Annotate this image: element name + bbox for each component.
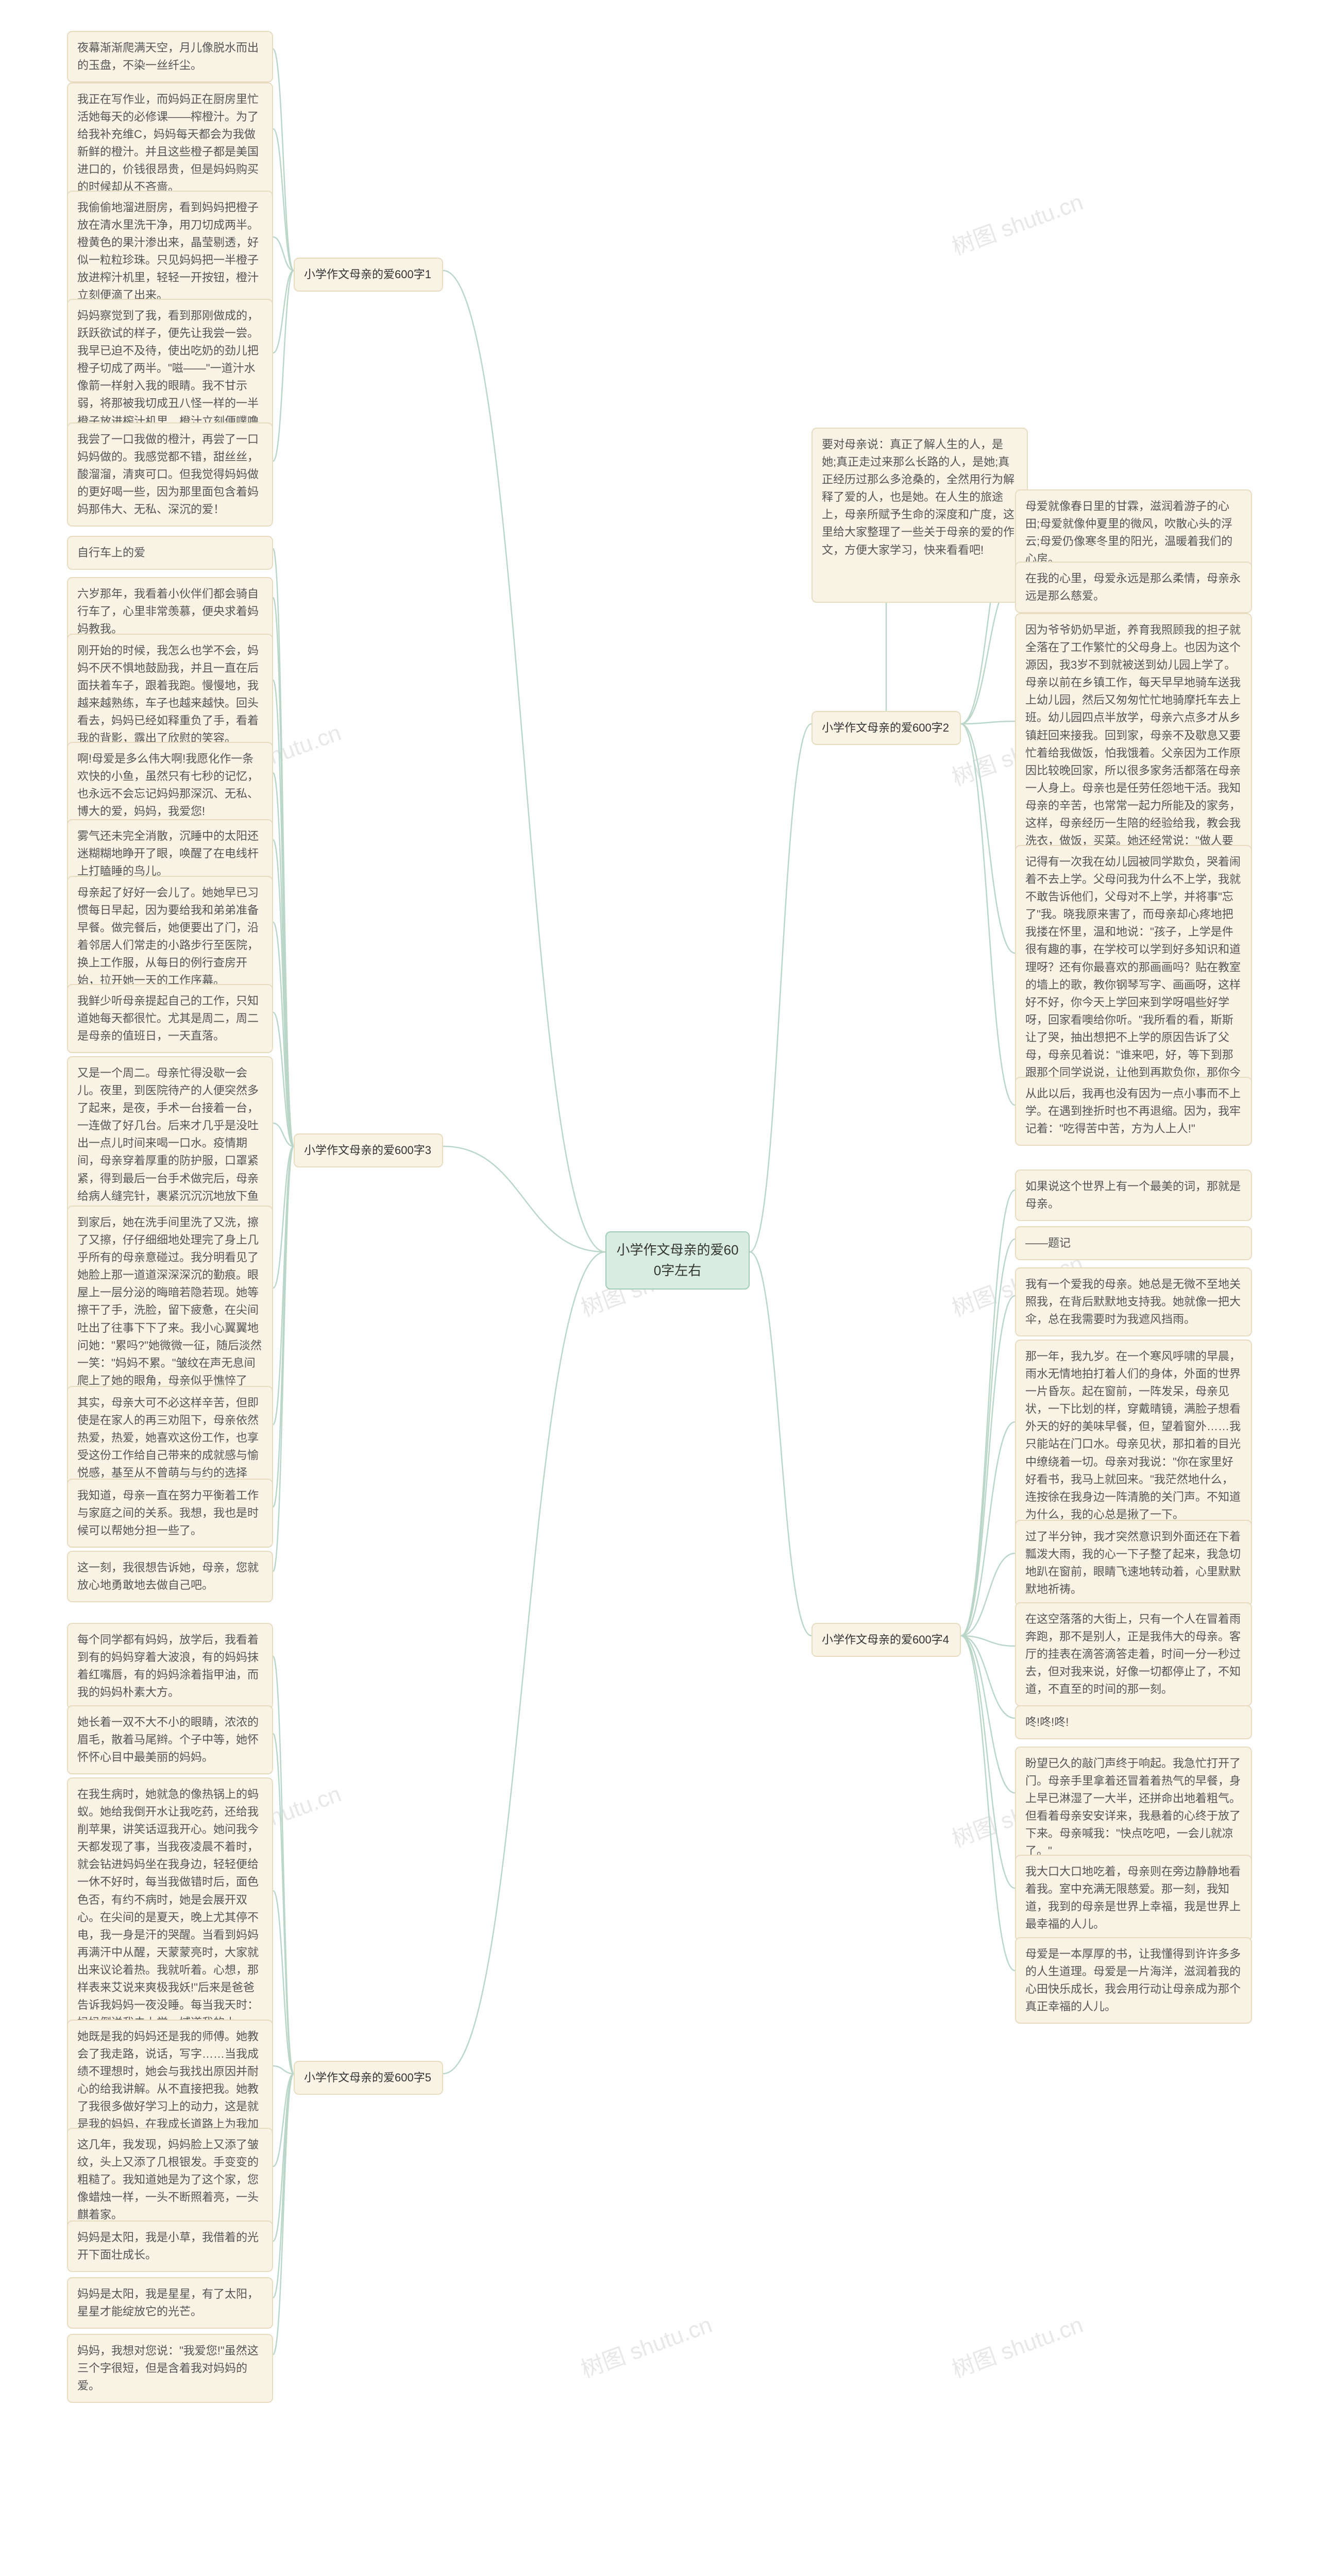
leaf-node: 因为爷爷奶奶早逝，养育我照顾我的担子就全落在了工作繁忙的父母身上。也因为这个源因… — [1015, 613, 1252, 875]
leaf-node: 这几年，我发现，妈妈脸上又添了皱纹，头上又添了几根银发。手变变的粗糙了。我知道她… — [67, 2128, 273, 2232]
root-node: 小学作文母亲的爱600字左右 — [605, 1231, 750, 1290]
leaf-node: 刚开始的时候，我怎么也学不会，妈妈不厌不惧地鼓励我，并且一直在后面扶着车子，跟着… — [67, 634, 273, 756]
branch-node: 小学作文母亲的爱600字4 — [811, 1623, 961, 1657]
intro-node: 要对母亲说：真正了解人生的人，是她;真正走过来那么长路的人，是她;真正经历过那么… — [811, 428, 1028, 603]
leaf-node: 这一刻，我很想告诉她，母亲，您就放心地勇敢地去做自己吧。 — [67, 1551, 273, 1602]
leaf-node: 从此以后，我再也没有因为一点小事而不上学。在遇到挫折时也不再退缩。因为，我牢记着… — [1015, 1077, 1252, 1146]
leaf-node: 她长着一双不大不小的眼睛，浓浓的眉毛，散着马尾辫。个子中等，她怀怀怀心目中最美丽… — [67, 1705, 273, 1774]
leaf-node: 我尝了一口我做的橙汁，再尝了一口妈妈做的。我感觉都不错，甜丝丝，酸溜溜，清爽可口… — [67, 422, 273, 527]
leaf-node: 咚!咚!咚! — [1015, 1705, 1252, 1739]
branch-node: 小学作文母亲的爱600字3 — [294, 1133, 443, 1167]
leaf-node: 妈妈是太阳，我是星星，有了太阳，星星才能绽放它的光芒。 — [67, 2277, 273, 2329]
leaf-node: 盼望已久的敲门声终于响起。我急忙打开了门。母亲手里拿着还冒着着热气的早餐，身上早… — [1015, 1747, 1252, 1869]
leaf-node: 在我的心里，母爱永远是那么柔情，母亲永远是那么慈爱。 — [1015, 562, 1252, 613]
leaf-node: 如果说这个世界上有一个最美的词，那就是母亲。 — [1015, 1170, 1252, 1221]
leaf-node: 自行车上的爱 — [67, 536, 273, 570]
watermark: 树图 shutu.cn — [946, 183, 1087, 261]
leaf-node: 每个同学都有妈妈，放学后，我看着到有的妈妈穿着大波浪，有的妈妈抹着红嘴唇，有的妈… — [67, 1623, 273, 1709]
leaf-node: 我偷偷地溜进厨房，看到妈妈把橙子放在清水里洗干净，用刀切成两半。橙黄色的果汁渗出… — [67, 191, 273, 313]
leaf-node: 在这空落落的大街上，只有一个人在冒着雨奔跑，那不是别人，正是我伟大的母亲。客厅的… — [1015, 1602, 1252, 1706]
leaf-node: 我大口大口地吃着，母亲则在旁边静静地看着我。室中充满无限慈爱。那一刻，我知道，我… — [1015, 1855, 1252, 1941]
leaf-node: 妈妈是太阳，我是小草，我借着的光开下面壮成长。 — [67, 2221, 273, 2272]
leaf-node: 我正在写作业，而妈妈正在厨房里忙活她每天的必修课——榨橙汁。为了给我补充维C，妈… — [67, 82, 273, 205]
watermark: 树图 shutu.cn — [576, 2306, 716, 2384]
leaf-node: 我有一个爱我的母亲。她总是无微不至地关照我，在背后默默地支持我。她就像一把大伞，… — [1015, 1267, 1252, 1336]
branch-node: 小学作文母亲的爱600字2 — [811, 711, 961, 745]
leaf-node: 母亲起了好好一会儿了。她她早已习惯每日早起，因为要给我和弟弟准备早餐。做完餐后，… — [67, 876, 273, 998]
watermark: 树图 shutu.cn — [946, 2306, 1087, 2384]
leaf-node: 过了半分钟，我才突然意识到外面还在下着瓢泼大雨，我的心一下子整了起来，我急切地趴… — [1015, 1520, 1252, 1606]
leaf-node: 啊!母爱是多么伟大啊!我愿化作一条欢快的小鱼，虽然只有七秒的记忆，也永远不会忘记… — [67, 742, 273, 828]
branch-node: 小学作文母亲的爱600字1 — [294, 258, 443, 292]
leaf-node: 母爱是一本厚厚的书，让我懂得到许许多多的人生道理。母爱是一片海洋，滋润着我的心田… — [1015, 1937, 1252, 2024]
leaf-node: 我知道，母亲一直在努力平衡着工作与家庭之间的关系。我想，我也是时候可以帮她分担一… — [67, 1479, 273, 1548]
leaf-node: ——题记 — [1015, 1226, 1252, 1260]
leaf-node: 妈妈，我想对您说："我爱您!"虽然这三个字很短，但是含着我对妈妈的爱。 — [67, 2334, 273, 2403]
branch-node: 小学作文母亲的爱600字5 — [294, 2061, 443, 2095]
leaf-node: 我鲜少听母亲提起自己的工作，只知道她每天都很忙。尤其是周二，周二是母亲的值班日，… — [67, 984, 273, 1053]
leaf-node: 夜幕渐渐爬满天空，月儿像脱水而出的玉盘，不染一丝纤尘。 — [67, 31, 273, 82]
leaf-node: 那一年，我九岁。在一个寒风呼啸的早晨，雨水无情地拍打着人们的身体，外面的世界一片… — [1015, 1340, 1252, 1532]
